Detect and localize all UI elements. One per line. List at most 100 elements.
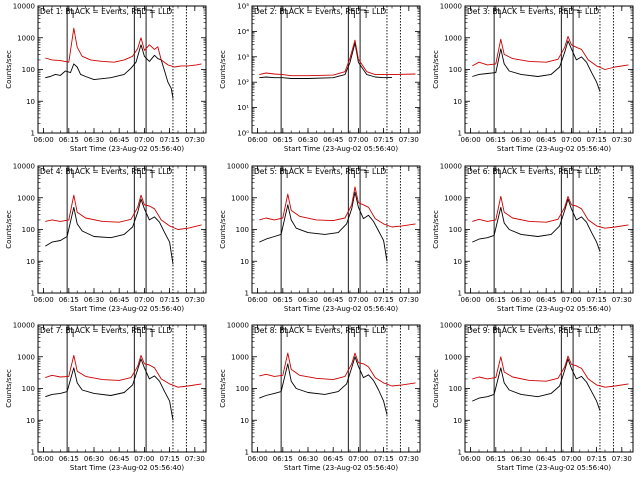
- x-tick-label: 06:00: [248, 136, 268, 144]
- x-tick-label: 07:30: [185, 296, 205, 304]
- x-tick-label: 06:15: [59, 136, 79, 144]
- y-tick-label: 100: [22, 66, 35, 74]
- y-tick-label: 10: [240, 258, 249, 266]
- series-line-lld: [472, 355, 629, 388]
- x-tick-label: 06:30: [84, 136, 104, 144]
- y-tick-label: 10³: [237, 53, 249, 61]
- x-tick-label: 07:15: [160, 455, 180, 463]
- chart-panel-9: Det 9: BLACK = Events, RED = LLD 1 10 100 10…: [432, 322, 634, 472]
- chart-panel-7: Det 7: BLACK = Events, RED = LLD 1 10 100 10…: [5, 322, 207, 472]
- x-tick-label: 07:15: [587, 296, 607, 304]
- x-tick-label: 07:15: [587, 455, 607, 463]
- y-tick-label: 1: [245, 290, 249, 298]
- y-tick-label: 100: [449, 385, 462, 393]
- x-tick-label: 07:30: [612, 455, 632, 463]
- x-tick-label: 07:00: [134, 296, 154, 304]
- x-tick-label: 06:45: [109, 455, 129, 463]
- x-tick-label: 06:30: [298, 136, 318, 144]
- x-axis-label: Start Time (23-Aug-02 05:56:40): [284, 145, 398, 153]
- y-tick-label: 10000: [227, 322, 249, 330]
- y-axis-label: Counts/sec: [219, 50, 227, 89]
- x-tick-label: 06:15: [486, 455, 506, 463]
- y-tick-label: 10000: [13, 322, 35, 330]
- y-tick-label: 10⁰: [237, 130, 249, 138]
- x-axis-label: Start Time (23-Aug-02 05:56:40): [497, 464, 611, 472]
- y-axis-label: Counts/sec: [432, 369, 440, 408]
- y-tick-label: 10: [453, 98, 462, 106]
- x-axis-label: Start Time (23-Aug-02 05:56:40): [284, 305, 398, 313]
- x-tick-label: 07:15: [160, 296, 180, 304]
- x-axis-label: Start Time (23-Aug-02 05:56:40): [497, 145, 611, 153]
- y-tick-label: 10⁵: [237, 3, 249, 11]
- plot-frame: [37, 324, 207, 453]
- y-tick-label: 100: [22, 226, 35, 234]
- x-tick-label: 07:30: [612, 136, 632, 144]
- y-tick-label: 10²: [237, 79, 249, 87]
- chart-title: Det 8: BLACK = Events, RED = LLD: [254, 326, 386, 335]
- y-tick-label: 10⁴: [237, 28, 249, 36]
- x-tick-label: 06:15: [59, 455, 79, 463]
- x-tick-label: 07:00: [348, 136, 368, 144]
- y-tick-label: 10: [26, 98, 35, 106]
- chart-title: Det 2: BLACK = Events, RED = LLD: [254, 7, 386, 16]
- x-tick-label: 07:00: [348, 455, 368, 463]
- x-tick-label: 07:15: [587, 136, 607, 144]
- series-line-events: [259, 356, 388, 415]
- chart-title: Det 5: BLACK = Events, RED = LLD: [254, 167, 386, 176]
- series-line-lld: [259, 186, 416, 228]
- x-tick-label: 06:45: [536, 296, 556, 304]
- series-line-events: [472, 198, 601, 252]
- chart-panel-4: Det 4: BLACK = Events, RED = LLD 1 10 100 10…: [5, 163, 207, 313]
- chart-panel-8: Det 8: BLACK = Events, RED = LLD 1 10 100 10…: [219, 322, 421, 472]
- x-tick-label: 06:45: [536, 136, 556, 144]
- x-axis-label: Start Time (23-Aug-02 05:56:40): [70, 464, 184, 472]
- x-tick-label: 06:15: [59, 296, 79, 304]
- series-line-lld: [472, 35, 629, 70]
- y-axis-label: Counts/sec: [432, 210, 440, 249]
- series-line-events: [472, 40, 601, 92]
- chart-panel-6: Det 6: BLACK = Events, RED = LLD 1 10 100 10…: [432, 163, 634, 313]
- series-line-events: [259, 191, 388, 262]
- x-tick-label: 07:15: [160, 136, 180, 144]
- x-tick-label: 07:00: [134, 136, 154, 144]
- x-tick-label: 06:00: [461, 296, 481, 304]
- x-tick-label: 06:15: [273, 296, 293, 304]
- x-tick-label: 06:45: [536, 455, 556, 463]
- y-tick-label: 10: [26, 258, 35, 266]
- y-tick-label: 1: [458, 130, 462, 138]
- x-tick-label: 06:45: [109, 296, 129, 304]
- y-axis-label: Counts/sec: [5, 210, 13, 249]
- y-tick-label: 1000: [231, 194, 249, 202]
- y-tick-label: 100: [236, 226, 249, 234]
- x-tick-label: 06:30: [84, 296, 104, 304]
- x-tick-label: 06:30: [511, 455, 531, 463]
- x-tick-label: 06:45: [109, 136, 129, 144]
- x-tick-label: 07:00: [561, 296, 581, 304]
- y-tick-label: 10000: [227, 163, 249, 171]
- x-tick-label: 06:30: [84, 455, 104, 463]
- x-tick-label: 07:30: [399, 455, 419, 463]
- x-tick-label: 06:15: [486, 136, 506, 144]
- y-tick-label: 1000: [444, 353, 462, 361]
- y-tick-label: 1000: [231, 353, 249, 361]
- y-tick-label: 1: [458, 449, 462, 457]
- y-tick-label: 100: [449, 66, 462, 74]
- plot-frame: [251, 5, 421, 134]
- y-axis-label: Counts/sec: [219, 369, 227, 408]
- series-line-events: [45, 44, 174, 99]
- x-tick-label: 06:00: [34, 455, 54, 463]
- y-tick-label: 1: [31, 449, 35, 457]
- series-line-lld: [45, 27, 202, 68]
- chart-title: Det 1: BLACK = Events, RED = LLD: [40, 7, 172, 16]
- y-tick-label: 10: [240, 417, 249, 425]
- x-tick-label: 07:30: [612, 296, 632, 304]
- x-tick-label: 06:15: [273, 136, 293, 144]
- y-tick-label: 10000: [440, 322, 462, 330]
- y-tick-label: 10000: [13, 3, 35, 11]
- y-tick-label: 100: [22, 385, 35, 393]
- x-tick-label: 07:30: [185, 455, 205, 463]
- y-tick-label: 10: [26, 417, 35, 425]
- chart-title: Det 3: BLACK = Events, RED = LLD: [467, 7, 599, 16]
- y-tick-label: 100: [236, 385, 249, 393]
